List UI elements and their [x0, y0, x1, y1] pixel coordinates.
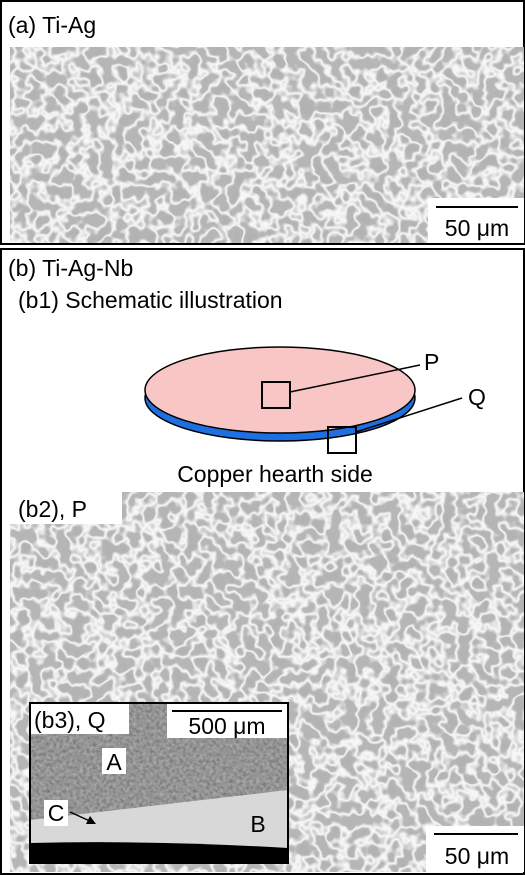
subpanel-label: (b3), Q — [34, 707, 106, 733]
point-label: P — [424, 349, 439, 375]
subpanel-label: (b2), P — [18, 496, 87, 522]
scale-bar-label: 50 μm — [445, 215, 509, 241]
caption: Copper hearth side — [177, 461, 373, 487]
subpanel-label: (b1) Schematic illustration — [18, 287, 283, 313]
region-label: A — [106, 749, 122, 775]
panel-label: (a) Ti-Ag — [8, 12, 96, 38]
point-label: Q — [468, 384, 486, 410]
figure: (a) Ti-Ag 50 μm (b) Ti-Ag-Nb (b1) Schema… — [0, 0, 525, 875]
panel-label: (b) Ti-Ag-Nb — [8, 255, 133, 281]
region-label: B — [250, 811, 265, 837]
inset: (b3), Q 500 μm A B C — [30, 703, 288, 863]
scale-bar-label: 500 μm — [188, 713, 265, 739]
schematic-ingot — [145, 347, 415, 433]
scale-bar-label: 50 μm — [445, 843, 509, 869]
region-label: C — [48, 800, 65, 826]
